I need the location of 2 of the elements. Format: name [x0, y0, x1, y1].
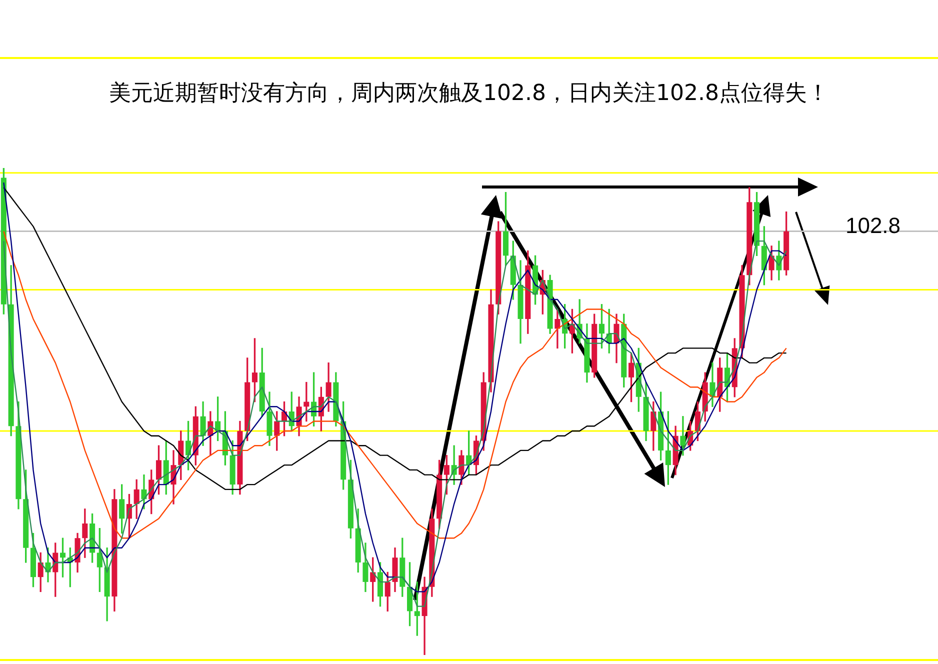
- chart-title: 美元近期暂时没有方向，周内两次触及102.8，日内关注102.8点位得失！: [108, 80, 830, 108]
- text: 102.8: [845, 213, 901, 238]
